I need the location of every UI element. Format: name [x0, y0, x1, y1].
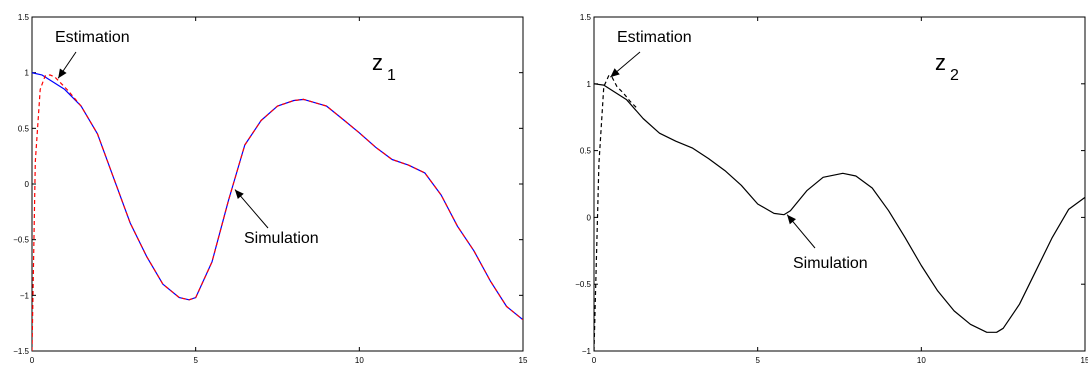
plot-frame	[31, 16, 524, 352]
panel-label-subscript: 2	[950, 67, 959, 84]
panel-label: z	[935, 50, 946, 75]
x-tick-label: 15	[519, 356, 528, 365]
x-tick-label: 10	[355, 356, 364, 365]
panel-label-subscript: 1	[387, 67, 396, 84]
y-tick-label: 1.5	[580, 13, 592, 22]
annotation-label: Simulation	[244, 230, 319, 247]
y-tick-label: 0	[25, 180, 30, 189]
y-tick-label: 0.5	[580, 147, 592, 156]
y-tick-label: −1	[20, 291, 30, 300]
x-tick-label: 0	[592, 356, 597, 365]
y-tick-label: 0.5	[18, 124, 30, 133]
y-tick-label: −1	[582, 347, 592, 356]
y-tick-label: −1.5	[13, 347, 29, 356]
y-tick-label: 1	[587, 80, 592, 89]
annotation-label: Estimation	[617, 29, 692, 46]
y-tick-label: 1	[25, 69, 30, 78]
panel-label: z	[372, 50, 383, 75]
annotation-label: Simulation	[793, 255, 868, 272]
x-tick-label: 5	[755, 356, 760, 365]
plot-frame	[593, 16, 1086, 352]
arrow-head	[234, 189, 244, 199]
x-tick-label: 5	[193, 356, 198, 365]
chart-panel-1: 0 5 10 15 −1.5 −1 −0.5 0 0.5 1 1.5 Estimation Simula…	[13, 13, 528, 365]
arrow-head	[610, 68, 620, 78]
arrow-head	[58, 68, 67, 79]
series-line-2	[594, 75, 638, 351]
x-tick-label: 0	[30, 356, 35, 365]
y-tick-label: −0.5	[575, 280, 591, 289]
arrow-head	[787, 214, 796, 225]
y-tick-label: 0	[587, 213, 592, 222]
annotation-label: Estimation	[55, 29, 130, 46]
y-tick-label: 1.5	[18, 13, 30, 22]
series-line-1	[594, 83, 1085, 333]
series-line-2	[32, 74, 523, 351]
chart-panel-2: 0 5 10 15 −1 −0.5 0 0.5 1 1.5 Estimation Simulation…	[575, 13, 1088, 365]
y-tick-label: −0.5	[13, 236, 29, 245]
x-tick-label: 15	[1081, 356, 1088, 365]
x-tick-label: 10	[917, 356, 926, 365]
